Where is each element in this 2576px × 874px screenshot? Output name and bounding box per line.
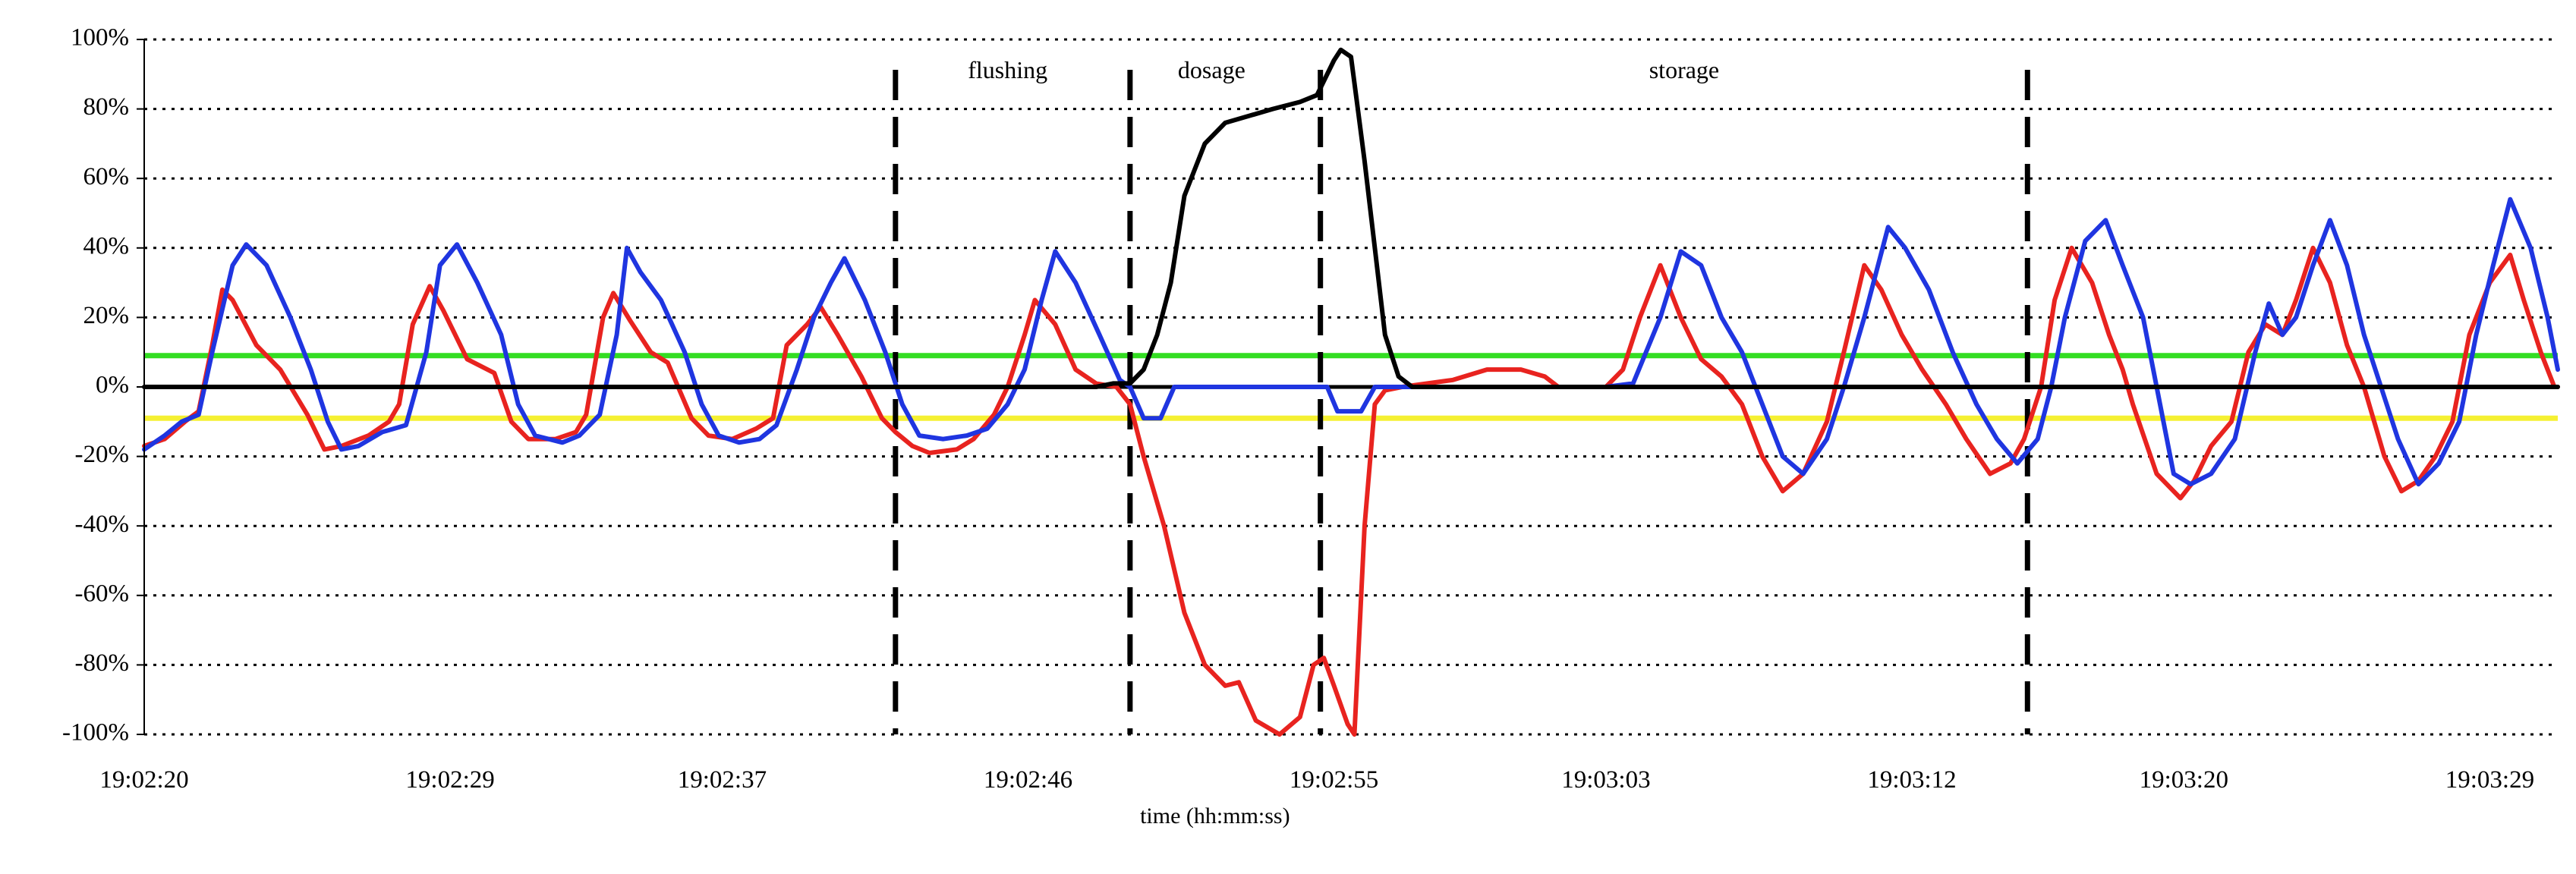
x-tick-label: 19:03:20: [2140, 766, 2228, 794]
series-red-line: [142, 245, 2560, 737]
series-black-line: [142, 47, 2560, 389]
phase-label: storage: [1649, 56, 1719, 83]
phase-label: dosage: [1178, 56, 1245, 83]
y-tick-label: 80%: [83, 93, 130, 121]
threshold-lines: [144, 353, 2558, 421]
phase-label: flushing: [968, 56, 1047, 83]
y-tick-label: 100%: [71, 24, 129, 52]
gridlines: [144, 38, 2558, 736]
phase-annotations: flushing dosage storage: [968, 56, 1719, 83]
x-tick-label: 19:03:29: [2445, 766, 2534, 794]
x-tick-labels: 19:02:20 19:02:29 19:02:37 19:02:46 19:02:55…: [99, 766, 2534, 794]
x-tick-label: 19:03:03: [1561, 766, 1650, 794]
y-tick-label: -80%: [75, 649, 129, 677]
x-tick-label: 19:02:55: [1290, 766, 1378, 794]
y-tick-label: 40%: [83, 232, 130, 259]
x-tick-label: 19:02:46: [984, 766, 1072, 794]
x-tick-label: 19:02:37: [678, 766, 767, 794]
y-tick-label: -100%: [62, 719, 129, 747]
y-tick-label: -20%: [75, 441, 129, 468]
x-tick-label: 19:02:29: [405, 766, 494, 794]
series-lines: [142, 47, 2560, 737]
x-tick-label: 19:03:12: [1867, 766, 1956, 794]
y-tick-label: 60%: [83, 163, 130, 190]
y-tick-label: 0%: [96, 372, 129, 399]
x-tick-label: 19:02:20: [99, 766, 188, 794]
y-tick-label: -60%: [75, 580, 129, 607]
y-tick-label: 20%: [83, 302, 130, 329]
phase-boundaries: [893, 70, 2030, 734]
y-tick-labels: 100% 80% 60% 40% 20% 0% -20% -40% -60% -80% -100%: [62, 24, 129, 747]
series-blue-line: [142, 196, 2560, 487]
x-axis-title: time (hh:mm:ss): [1140, 803, 1290, 828]
axes: [137, 39, 145, 735]
y-tick-label: -40%: [75, 511, 129, 538]
